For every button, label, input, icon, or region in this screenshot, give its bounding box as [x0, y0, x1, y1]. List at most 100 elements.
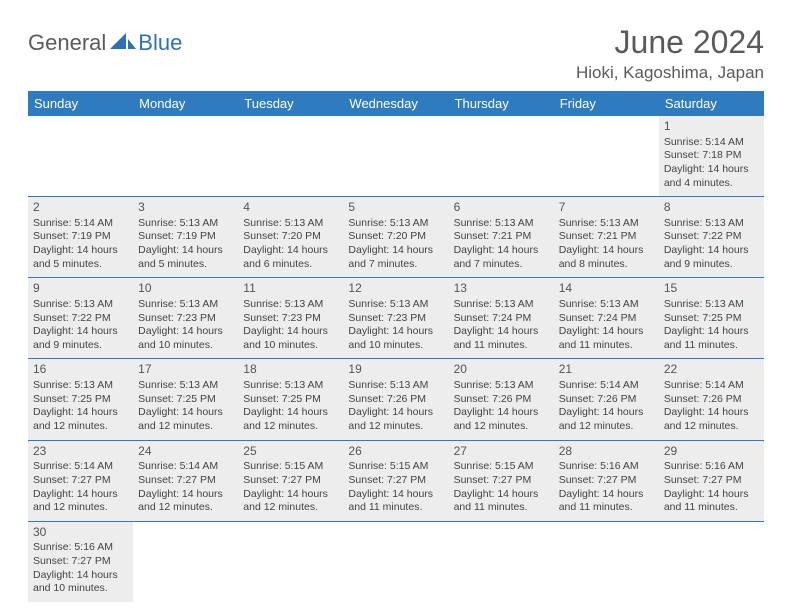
- daylight-text: Daylight: 14 hours and 10 minutes.: [33, 569, 128, 596]
- sunrise-text: Sunrise: 5:13 AM: [348, 298, 443, 312]
- calendar-day-cell: 12Sunrise: 5:13 AMSunset: 7:23 PMDayligh…: [343, 278, 448, 359]
- sunset-text: Sunset: 7:21 PM: [559, 230, 654, 244]
- calendar-day-cell: 14Sunrise: 5:13 AMSunset: 7:24 PMDayligh…: [554, 278, 659, 359]
- daylight-text: Daylight: 14 hours and 5 minutes.: [33, 244, 128, 271]
- sunrise-text: Sunrise: 5:16 AM: [664, 460, 759, 474]
- day-number: 29: [664, 444, 759, 460]
- calendar-day-cell: 10Sunrise: 5:13 AMSunset: 7:23 PMDayligh…: [133, 278, 238, 359]
- sunset-text: Sunset: 7:27 PM: [348, 474, 443, 488]
- sunset-text: Sunset: 7:27 PM: [243, 474, 338, 488]
- weekday-header: Saturday: [659, 91, 764, 116]
- daylight-text: Daylight: 14 hours and 11 minutes.: [454, 488, 549, 515]
- calendar-day-cell: 22Sunrise: 5:14 AMSunset: 7:26 PMDayligh…: [659, 359, 764, 440]
- day-number: 13: [454, 281, 549, 297]
- sunrise-text: Sunrise: 5:16 AM: [33, 541, 128, 555]
- daylight-text: Daylight: 14 hours and 12 minutes.: [454, 406, 549, 433]
- day-number: 6: [454, 200, 549, 216]
- calendar-day-cell: 16Sunrise: 5:13 AMSunset: 7:25 PMDayligh…: [28, 359, 133, 440]
- day-number: 1: [664, 119, 759, 135]
- calendar-empty-cell: [133, 116, 238, 197]
- calendar-empty-cell: [28, 116, 133, 197]
- calendar-empty-cell: [343, 521, 448, 602]
- day-number: 16: [33, 362, 128, 378]
- calendar-week-row: 9Sunrise: 5:13 AMSunset: 7:22 PMDaylight…: [28, 278, 764, 359]
- title-block: June 2024 Hioki, Kagoshima, Japan: [576, 24, 764, 83]
- sunrise-text: Sunrise: 5:14 AM: [664, 136, 759, 150]
- day-number: 15: [664, 281, 759, 297]
- daylight-text: Daylight: 14 hours and 10 minutes.: [348, 325, 443, 352]
- daylight-text: Daylight: 14 hours and 4 minutes.: [664, 163, 759, 190]
- sunset-text: Sunset: 7:22 PM: [664, 230, 759, 244]
- weekday-header: Friday: [554, 91, 659, 116]
- daylight-text: Daylight: 14 hours and 12 minutes.: [138, 488, 233, 515]
- sunrise-text: Sunrise: 5:13 AM: [348, 379, 443, 393]
- daylight-text: Daylight: 14 hours and 7 minutes.: [454, 244, 549, 271]
- day-number: 2: [33, 200, 128, 216]
- sunrise-text: Sunrise: 5:15 AM: [454, 460, 549, 474]
- day-number: 5: [348, 200, 443, 216]
- day-number: 20: [454, 362, 549, 378]
- calendar-day-cell: 4Sunrise: 5:13 AMSunset: 7:20 PMDaylight…: [238, 197, 343, 278]
- weekday-header: Monday: [133, 91, 238, 116]
- sunrise-text: Sunrise: 5:14 AM: [138, 460, 233, 474]
- logo-text-general: General: [28, 30, 106, 56]
- sunrise-text: Sunrise: 5:13 AM: [243, 298, 338, 312]
- day-number: 22: [664, 362, 759, 378]
- calendar-day-cell: 19Sunrise: 5:13 AMSunset: 7:26 PMDayligh…: [343, 359, 448, 440]
- day-number: 11: [243, 281, 338, 297]
- daylight-text: Daylight: 14 hours and 9 minutes.: [664, 244, 759, 271]
- daylight-text: Daylight: 14 hours and 12 minutes.: [138, 406, 233, 433]
- daylight-text: Daylight: 14 hours and 5 minutes.: [138, 244, 233, 271]
- calendar-day-cell: 5Sunrise: 5:13 AMSunset: 7:20 PMDaylight…: [343, 197, 448, 278]
- sunrise-text: Sunrise: 5:14 AM: [33, 217, 128, 231]
- sunset-text: Sunset: 7:23 PM: [243, 312, 338, 326]
- daylight-text: Daylight: 14 hours and 6 minutes.: [243, 244, 338, 271]
- sunrise-text: Sunrise: 5:13 AM: [559, 217, 654, 231]
- daylight-text: Daylight: 14 hours and 7 minutes.: [348, 244, 443, 271]
- weekday-header: Tuesday: [238, 91, 343, 116]
- calendar-empty-cell: [238, 521, 343, 602]
- calendar-day-cell: 20Sunrise: 5:13 AMSunset: 7:26 PMDayligh…: [449, 359, 554, 440]
- sunrise-text: Sunrise: 5:13 AM: [454, 379, 549, 393]
- calendar-day-cell: 11Sunrise: 5:13 AMSunset: 7:23 PMDayligh…: [238, 278, 343, 359]
- sunrise-text: Sunrise: 5:13 AM: [138, 298, 233, 312]
- calendar-empty-cell: [659, 521, 764, 602]
- day-number: 27: [454, 444, 549, 460]
- calendar-day-cell: 23Sunrise: 5:14 AMSunset: 7:27 PMDayligh…: [28, 440, 133, 521]
- sunset-text: Sunset: 7:27 PM: [138, 474, 233, 488]
- daylight-text: Daylight: 14 hours and 11 minutes.: [348, 488, 443, 515]
- calendar-day-cell: 24Sunrise: 5:14 AMSunset: 7:27 PMDayligh…: [133, 440, 238, 521]
- sunrise-text: Sunrise: 5:16 AM: [559, 460, 654, 474]
- daylight-text: Daylight: 14 hours and 11 minutes.: [454, 325, 549, 352]
- calendar-empty-cell: [554, 521, 659, 602]
- day-number: 9: [33, 281, 128, 297]
- sunset-text: Sunset: 7:26 PM: [664, 393, 759, 407]
- calendar-day-cell: 26Sunrise: 5:15 AMSunset: 7:27 PMDayligh…: [343, 440, 448, 521]
- sunrise-text: Sunrise: 5:15 AM: [243, 460, 338, 474]
- logo-text-blue: Blue: [138, 30, 182, 56]
- daylight-text: Daylight: 14 hours and 11 minutes.: [664, 488, 759, 515]
- sunset-text: Sunset: 7:27 PM: [559, 474, 654, 488]
- logo-sail-icon: [110, 31, 136, 56]
- calendar-day-cell: 28Sunrise: 5:16 AMSunset: 7:27 PMDayligh…: [554, 440, 659, 521]
- calendar-day-cell: 29Sunrise: 5:16 AMSunset: 7:27 PMDayligh…: [659, 440, 764, 521]
- sunset-text: Sunset: 7:21 PM: [454, 230, 549, 244]
- sunrise-text: Sunrise: 5:13 AM: [664, 217, 759, 231]
- day-number: 30: [33, 525, 128, 541]
- calendar-empty-cell: [343, 116, 448, 197]
- weekday-header-row: Sunday Monday Tuesday Wednesday Thursday…: [28, 91, 764, 116]
- sunset-text: Sunset: 7:25 PM: [138, 393, 233, 407]
- sunset-text: Sunset: 7:20 PM: [243, 230, 338, 244]
- sunset-text: Sunset: 7:18 PM: [664, 149, 759, 163]
- daylight-text: Daylight: 14 hours and 10 minutes.: [138, 325, 233, 352]
- calendar-week-row: 1Sunrise: 5:14 AMSunset: 7:18 PMDaylight…: [28, 116, 764, 197]
- calendar-day-cell: 30Sunrise: 5:16 AMSunset: 7:27 PMDayligh…: [28, 521, 133, 602]
- sunset-text: Sunset: 7:27 PM: [33, 474, 128, 488]
- calendar-empty-cell: [554, 116, 659, 197]
- day-number: 8: [664, 200, 759, 216]
- daylight-text: Daylight: 14 hours and 11 minutes.: [559, 325, 654, 352]
- day-number: 3: [138, 200, 233, 216]
- day-number: 25: [243, 444, 338, 460]
- day-number: 10: [138, 281, 233, 297]
- sunset-text: Sunset: 7:19 PM: [138, 230, 233, 244]
